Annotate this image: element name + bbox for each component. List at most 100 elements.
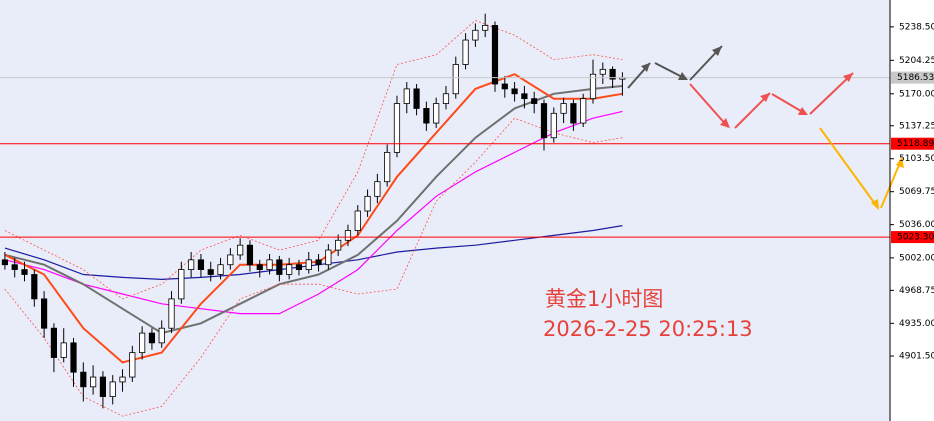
- candle-body: [472, 29, 479, 41]
- candle-body: [178, 269, 185, 300]
- candle-body: [60, 342, 67, 358]
- candle-body: [168, 298, 175, 329]
- arrow-head: [641, 63, 650, 72]
- candle-body: [266, 259, 273, 270]
- candle-body: [295, 264, 303, 270]
- arrow-head: [712, 46, 722, 56]
- candle-body: [344, 230, 352, 241]
- candle-body: [570, 103, 577, 124]
- candle-body: [119, 376, 126, 383]
- candle-body: [354, 210, 361, 231]
- arrow-head: [678, 72, 688, 80]
- arrow: [809, 72, 854, 115]
- candle-body: [90, 376, 97, 388]
- candle-body: [580, 98, 587, 124]
- candle-body: [413, 88, 420, 109]
- y-tick-label: 5036.00: [899, 220, 934, 230]
- candle-body: [384, 151, 391, 183]
- candle-body: [609, 68, 616, 80]
- candle-body: [433, 103, 440, 124]
- candle-body: [70, 342, 77, 373]
- candle-body: [148, 332, 156, 344]
- candle-body: [521, 93, 528, 100]
- candle-body: [237, 244, 244, 256]
- y-tick-label: 5204.25: [899, 56, 934, 66]
- y-tick-label: 4935.00: [899, 319, 934, 329]
- candle-body: [560, 103, 567, 114]
- y-tick-label: 5069.75: [899, 187, 934, 197]
- candle-body: [550, 112, 557, 139]
- plot-background: [0, 0, 890, 421]
- y-tick-label: 4968.75: [899, 286, 934, 296]
- candle-body: [80, 371, 87, 388]
- candle-body: [217, 264, 224, 275]
- candle-body: [531, 98, 538, 104]
- price-label: 5186.53: [897, 73, 934, 83]
- candle-body: [197, 259, 205, 270]
- candle-body: [188, 259, 195, 270]
- candle-body: [462, 39, 469, 65]
- candle-body: [21, 269, 28, 275]
- arrow-head: [798, 107, 808, 115]
- y-tick-label: 5103.50: [899, 154, 934, 164]
- candle-body: [403, 88, 410, 104]
- arrow: [819, 127, 879, 209]
- indicator-line: [4, 110, 623, 315]
- price-label-box: [891, 231, 934, 244]
- candle-body: [286, 264, 293, 275]
- y-tick-label: 5137.25: [899, 121, 934, 131]
- indicator-line: [4, 85, 623, 335]
- candle-body: [246, 244, 254, 266]
- candle-body: [305, 259, 312, 270]
- price-label: 5023.30: [897, 233, 934, 243]
- candle-body: [325, 249, 332, 266]
- candle-body: [227, 254, 234, 266]
- price-label: 5118.89: [897, 139, 934, 149]
- candle-body: [139, 332, 146, 354]
- candle-body: [599, 68, 606, 75]
- candle-body: [374, 181, 381, 197]
- candle-body: [511, 88, 518, 95]
- candle-body: [423, 108, 430, 124]
- candle-body: [158, 327, 165, 344]
- arrow-head: [720, 118, 730, 128]
- price-label-box: [891, 71, 934, 84]
- candle-body: [452, 64, 459, 95]
- chart-subtitle: 2026-2-25 20:25:13: [543, 317, 753, 341]
- candle-body: [109, 381, 116, 397]
- y-tick-label: 5238.50: [899, 22, 934, 32]
- candle-body: [11, 264, 18, 270]
- arrow-head: [896, 157, 904, 168]
- candle-body: [501, 83, 508, 90]
- candle-body: [129, 352, 136, 378]
- candle-body: [1, 259, 8, 266]
- candle-body: [31, 274, 38, 300]
- chart-title: 黄金1小时图: [545, 287, 663, 311]
- arrow: [880, 157, 903, 209]
- arrow-head: [760, 93, 770, 102]
- axis-background: [890, 0, 934, 421]
- candle-body: [99, 376, 107, 397]
- arrow-head: [843, 73, 853, 82]
- candle-body: [393, 103, 401, 153]
- candle-body: [482, 24, 489, 31]
- arrow: [689, 83, 729, 128]
- candle-body: [442, 93, 450, 104]
- candle-body: [315, 259, 322, 266]
- candle-body: [491, 24, 499, 85]
- candle-body: [276, 259, 283, 275]
- candle-body: [50, 327, 58, 358]
- candle-body: [207, 269, 214, 275]
- candle-body: [540, 103, 548, 139]
- y-tick-label: 5170.00: [899, 89, 934, 99]
- candle-body: [335, 239, 342, 251]
- price-label-box: [891, 137, 934, 150]
- candle-body: [364, 195, 371, 212]
- indicator-line: [4, 20, 623, 300]
- candle-body: [589, 73, 597, 100]
- candle-body: [256, 264, 263, 270]
- candle-body: [41, 298, 48, 329]
- y-tick-label: 4901.50: [899, 352, 934, 362]
- y-tick-label: 5002.00: [899, 253, 934, 263]
